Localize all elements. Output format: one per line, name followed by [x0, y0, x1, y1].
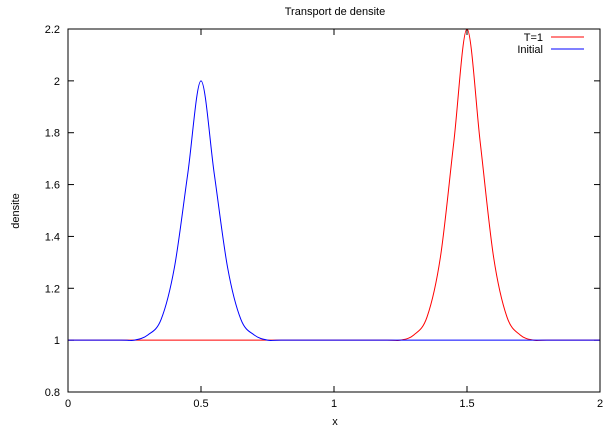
- x-tick-label: 1.5: [459, 398, 474, 410]
- x-tick-label: 0.5: [193, 398, 208, 410]
- y-tick-label: 1.6: [45, 180, 60, 192]
- y-tick-label: 1.4: [45, 231, 60, 243]
- plot-frame: [68, 29, 600, 392]
- y-tick-label: 2: [54, 76, 60, 88]
- legend-label: Initial: [517, 44, 543, 56]
- y-axis-label: densite: [10, 193, 22, 228]
- y-tick-label: 1.2: [45, 283, 60, 295]
- x-tick-label: 0: [65, 398, 71, 410]
- chart-title: Transport de densite: [285, 6, 385, 18]
- y-tick-label: 1.8: [45, 128, 60, 140]
- series-lines: [68, 29, 600, 341]
- y-tick-label: 2.2: [45, 24, 60, 36]
- series-line-0: [68, 29, 600, 341]
- series-line-1: [68, 81, 600, 341]
- axis-ticks: 0 0.5 1 1.5 2 0.8 1 1.2 1.4 1.6 1.8 2 2.2: [45, 24, 603, 410]
- legend-label: T=1: [524, 32, 543, 44]
- y-tick-label: 0.8: [45, 387, 60, 399]
- y-tick-label: 1: [54, 335, 60, 347]
- x-tick-label: 2: [597, 398, 603, 410]
- x-axis-label: x: [332, 416, 338, 428]
- x-tick-label: 1: [331, 398, 337, 410]
